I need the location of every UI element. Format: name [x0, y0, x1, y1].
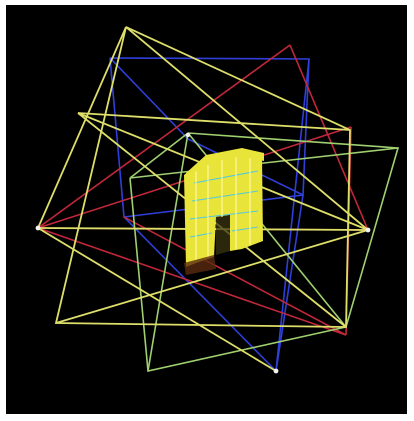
camera-frustum-icon — [185, 132, 191, 138]
wireframe-edge — [37, 227, 277, 372]
wireframe-edge — [55, 229, 369, 324]
wireframe-edge — [289, 44, 369, 231]
wireframe-edge — [123, 216, 347, 336]
wireframe-scene — [6, 5, 407, 414]
wireframe-edge — [216, 215, 230, 255]
wireframe-edge — [191, 190, 259, 202]
wireframe-edge — [187, 132, 399, 149]
wireframe-edge — [184, 151, 263, 267]
wireframe-edge — [275, 58, 310, 372]
wireframe-edge — [147, 132, 189, 372]
viewer-3d — [6, 5, 407, 414]
wireframe-group — [195, 155, 251, 261]
camera-centers — [35, 132, 371, 374]
wireframe-edge — [123, 216, 277, 372]
wireframe-edge — [184, 255, 216, 275]
wireframe-edge — [186, 148, 264, 180]
wireframe-edge — [193, 170, 259, 184]
wireframe-edge — [77, 112, 351, 131]
wireframe-edge — [129, 132, 189, 179]
camera-frustum-icon — [35, 225, 41, 231]
camera-frustum-icon — [273, 368, 279, 374]
camera-frustum-icon — [365, 227, 371, 233]
wireframe-edge — [109, 57, 189, 140]
wireframe-edge — [189, 210, 259, 220]
wireframe-edge — [125, 26, 369, 231]
point-cloud-model-icon — [184, 148, 264, 275]
wireframe-edge — [37, 26, 127, 229]
